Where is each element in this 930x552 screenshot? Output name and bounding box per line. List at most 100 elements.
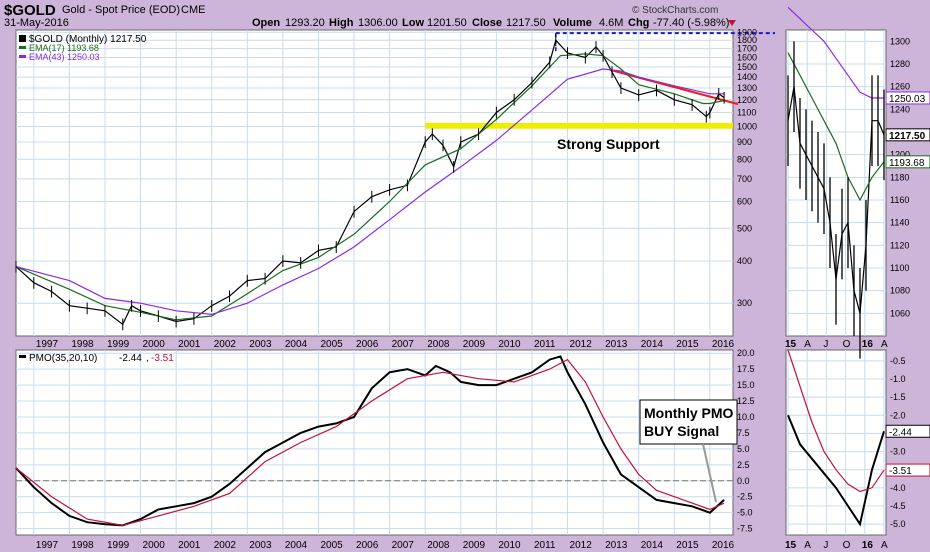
- open-value: 1293.20: [285, 17, 325, 29]
- support-band: [425, 122, 733, 129]
- price-x-tick-label: 1999: [107, 339, 130, 350]
- legend-ema17-swatch: [19, 46, 26, 49]
- inset-pmo-series-1: [787, 349, 885, 493]
- price-x-tick-label: 2007: [392, 339, 415, 350]
- pmo-x-tick-label: 2006: [356, 540, 379, 551]
- legend-price: $GOLD (Monthly) 1217.50: [29, 34, 147, 45]
- pmo-callout-line2: BUY Signal: [644, 423, 719, 439]
- price-y-tick-label: 1400: [737, 72, 757, 82]
- price-y-tick-label: 1100: [737, 108, 756, 118]
- price-x-tick-label: 2003: [249, 339, 272, 350]
- pmo-x-tick-label: 2011: [534, 540, 556, 551]
- pmo-y-tick-label: -7.5: [737, 524, 753, 534]
- pmo-y-tick-label: 5.0: [737, 444, 750, 454]
- legend-ema43-swatch: [19, 55, 26, 58]
- price-x-tick-label: 2011: [534, 339, 556, 350]
- high-label: High: [329, 17, 354, 29]
- inset-pmo-x-tick-label: 15: [785, 540, 797, 551]
- pmo-x-tick-label: 2004: [285, 540, 308, 551]
- value-tags: 1250.03 1217.50 1193.68 -2.44 -3.51: [885, 91, 930, 477]
- inset-pmo-panel: [785, 349, 887, 536]
- pmo-y-tick-label: -2.5: [737, 492, 753, 502]
- price-x-tick-label: 2016: [712, 339, 735, 350]
- close-value-tag: 1217.50: [889, 131, 926, 142]
- pmo-x-tick-label: 2015: [676, 540, 699, 551]
- symbol-description: Gold - Spot Price (EOD): [62, 4, 180, 16]
- pmo-x-tick-label: 2009: [463, 540, 486, 551]
- pmo-y-tick-label: 20.0: [737, 348, 755, 358]
- price-x-tick-label: 1997: [36, 339, 59, 350]
- price-y-tick-label: 400: [737, 256, 752, 266]
- inset-x-tick-label: A: [881, 339, 888, 350]
- price-y-tick-label: 1200: [737, 95, 757, 105]
- price-x-tick-label: 2005: [320, 339, 343, 350]
- inset-y-tick-label: 1060: [890, 308, 910, 318]
- pmo-panel: [15, 349, 734, 536]
- inset-y-tick-label: 1120: [890, 240, 909, 250]
- pmo-x-tick-label: 2013: [605, 540, 628, 551]
- support-annotation: Strong Support: [557, 136, 660, 152]
- price-x-tick-label: 2002: [214, 339, 237, 350]
- ema17-value-tag-box: [885, 155, 930, 169]
- legend-pmo-separator: ,: [146, 353, 149, 364]
- price-x-tick-label: 2009: [463, 339, 486, 350]
- exchange-label: CME: [181, 4, 205, 16]
- pmo-value-tag: -2.44: [889, 427, 912, 438]
- inset-pmo-series-0: [787, 414, 885, 527]
- chg-label: Chg: [628, 17, 649, 29]
- close-value: 1217.50: [506, 17, 546, 29]
- pmo-x-tick-label: 2008: [427, 540, 450, 551]
- legend-pmo-signal: -3.51: [151, 353, 174, 364]
- price-y-tick-label: 1600: [737, 53, 757, 63]
- pmo-y-tick-label: 2.5: [737, 460, 750, 470]
- pmo-x-tick-label: 2003: [249, 540, 272, 551]
- pmo-callout-pointer: [702, 443, 717, 503]
- legend-pmo-swatch: [19, 355, 26, 358]
- pmo-x-tick-label: 2005: [320, 540, 343, 551]
- price-y-tick-label: 500: [737, 223, 752, 233]
- inset-pmo-x-tick-label: A: [804, 540, 811, 551]
- inset-y-tick-label: 1280: [890, 59, 910, 69]
- price-x-tick-label: 2012: [570, 339, 593, 350]
- pmo-y-tick-label: -5.0: [737, 508, 753, 518]
- price-x-tick-label: 2013: [605, 339, 628, 350]
- inset-pmo-y-tick-label: -4.5: [890, 501, 906, 511]
- inset-pmo-y-tick-label: -1.0: [890, 374, 906, 384]
- price-x-tick-label: 2006: [356, 339, 379, 350]
- signal-value-tag: -3.51: [889, 466, 912, 477]
- price-x-tick-label: 1998: [71, 339, 94, 350]
- price-x-tick-label: 2001: [178, 339, 201, 350]
- legend-ema43: EMA(43) 1250.03: [29, 52, 100, 62]
- pmo-callout-line1: Monthly PMO: [644, 405, 734, 421]
- inset-price-series-1: [787, 52, 885, 202]
- pmo-x-tick-label: 2010: [498, 540, 521, 551]
- down-arrow-icon: [728, 20, 736, 26]
- inset-y-tick-label: 1140: [890, 218, 909, 228]
- inset-x-tick-label: O: [843, 339, 851, 350]
- symbol-title: $GOLD: [4, 2, 56, 19]
- pmo-x-tick-label: 1997: [36, 540, 59, 551]
- pmo-x-tick-label: 2002: [214, 540, 237, 551]
- pmo-y-tick-label: 15.0: [737, 380, 755, 390]
- legend-ema17: EMA(17) 1193.68: [29, 43, 99, 53]
- close-label: Close: [472, 17, 502, 29]
- pmo-x-tick-label: 2012: [570, 540, 593, 551]
- pmo-series-1: [15, 358, 725, 527]
- price-y-tick-label: 800: [737, 154, 752, 164]
- price-y-tick-label: 1900: [737, 27, 757, 37]
- inset-y-tick-label: 1300: [890, 36, 910, 46]
- chart-date: 31-May-2016: [4, 17, 69, 29]
- price-y-tick-label: 1300: [737, 83, 757, 93]
- legend-price-swatch: [19, 35, 26, 42]
- inset-y-tick-label: 1260: [890, 82, 910, 92]
- series-layer: [15, 6, 885, 527]
- inset-y-tick-label: 1240: [890, 104, 910, 114]
- watermark: © StockCharts.com: [632, 5, 718, 16]
- ema43-value-tag-box: [885, 91, 930, 105]
- inset-pmo-x-tick-label: A: [881, 540, 888, 551]
- price-x-tick-label: 2014: [641, 339, 664, 350]
- ema17-value-tag: 1193.68: [889, 158, 925, 169]
- inset-y-tick-label: 1180: [890, 172, 909, 182]
- inset-y-tick-label: 1080: [890, 286, 910, 296]
- pmo-x-tick-label: 2007: [392, 540, 415, 551]
